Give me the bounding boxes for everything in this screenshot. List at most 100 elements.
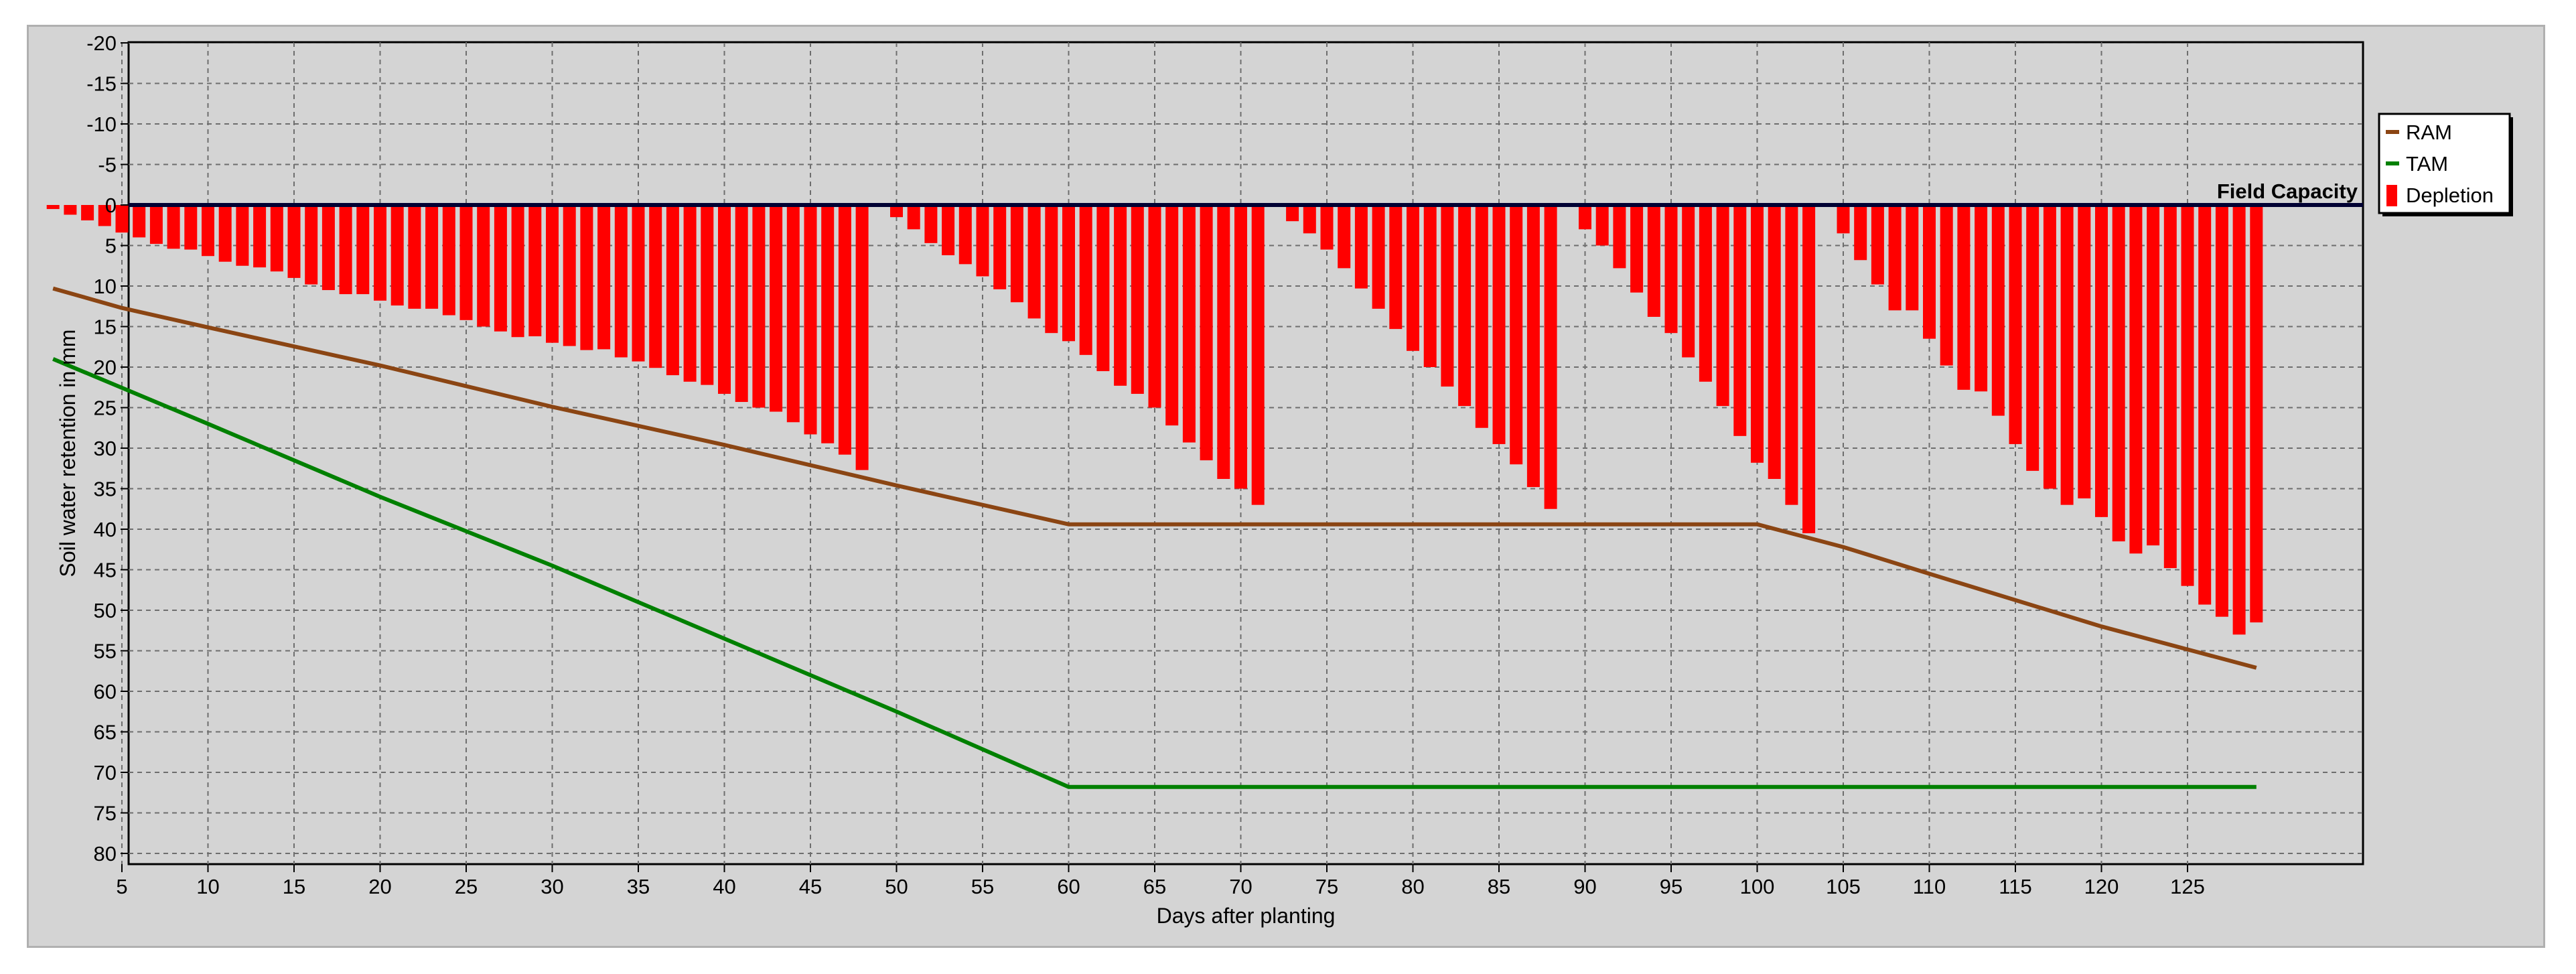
depletion-bar: [2060, 205, 2074, 505]
depletion-bar: [1630, 205, 1644, 293]
depletion-bar: [666, 205, 679, 376]
depletion-bar: [1217, 205, 1230, 479]
depletion-bar: [2198, 205, 2212, 605]
depletion-bar: [701, 205, 714, 385]
depletion-bar: [2181, 205, 2194, 586]
depletion-bar: [1423, 205, 1437, 367]
depletion-bar: [1768, 205, 1781, 479]
depletion-bar: [752, 205, 766, 408]
y-axis-title: Soil water retention in mm: [56, 330, 80, 577]
depletion-bar: [1888, 205, 1902, 311]
depletion-bar: [46, 205, 60, 210]
legend[interactable]: RAM TAM Depletion: [2378, 113, 2513, 216]
field-capacity-line: Field Capacity: [129, 180, 2363, 207]
depletion-bar: [408, 205, 421, 309]
depletion-bar: [2095, 205, 2108, 517]
depletion-bar: [511, 205, 524, 338]
x-tick-label: 60: [1057, 875, 1080, 898]
depletion-bar: [1682, 205, 1695, 358]
y-tick-label: 70: [94, 761, 117, 784]
depletion-bar: [958, 205, 972, 265]
depletion-bar: [1716, 205, 1729, 407]
y-tick-label: 25: [94, 397, 117, 420]
x-tick-label: 25: [455, 875, 478, 898]
x-tick-label: 45: [799, 875, 822, 898]
depletion-bar: [1096, 205, 1110, 372]
depletion-bar: [546, 205, 559, 343]
y-tick-label: -10: [86, 113, 117, 136]
y-tick-label: -15: [86, 72, 117, 96]
depletion-bar: [1458, 205, 1472, 407]
depletion-bar: [1114, 205, 1127, 386]
depletion-bar: [1871, 205, 1884, 285]
depletion-bar: [649, 205, 662, 368]
depletion-bar: [2112, 205, 2125, 542]
x-axis-title: Days after planting: [1157, 904, 1336, 928]
depletion-bar: [786, 205, 800, 423]
depletion-bar: [855, 205, 869, 470]
threshold-lines: [52, 286, 2257, 789]
depletion-bar: [1389, 205, 1403, 330]
depletion-bar: [718, 205, 731, 394]
legend-label: TAM: [2406, 152, 2448, 176]
depletion-bar: [202, 205, 214, 257]
depletion-bar: [1010, 205, 1023, 303]
depletion-bar: [1544, 205, 1557, 509]
depletion-bar: [477, 205, 490, 327]
depletion-bar: [2163, 205, 2177, 569]
x-tick-label: 5: [116, 875, 127, 898]
depletion-bar: [425, 205, 439, 309]
depletion-bar: [821, 205, 835, 443]
x-tick-label: 35: [627, 875, 650, 898]
depletion-bar: [614, 205, 628, 358]
depletion-bar: [1510, 205, 1523, 465]
x-tick-label: 125: [2170, 875, 2205, 898]
depletion-bar: [1251, 205, 1265, 505]
depletion-bar: [1785, 205, 1798, 505]
depletion-bar: [459, 205, 473, 320]
y-tick-label: 35: [94, 478, 117, 501]
axes: -20 -15 -10 -5 0 5 10 15 20 25 30 35 40 45 50 55 60 65 70 7…: [56, 31, 2205, 928]
y-tick-label: -5: [98, 153, 117, 177]
depletion-bar: [1062, 205, 1075, 342]
y-tick-label: 60: [94, 680, 117, 703]
depletion-bar: [942, 205, 955, 256]
depletion-bar: [1200, 205, 1213, 461]
depletion-bar: [1182, 205, 1196, 443]
depletion-bar: [1802, 205, 1816, 534]
depletion-bar: [597, 205, 611, 350]
y-tick-label: 30: [94, 437, 117, 460]
x-tick-label: 75: [1315, 875, 1338, 898]
depletion-bar: [632, 205, 645, 362]
depletion-bar: [1320, 205, 1334, 250]
x-tick-label: 115: [1999, 875, 2031, 898]
depletion-bar: [1148, 205, 1161, 408]
depletion-bar: [528, 205, 542, 337]
y-tick-label: 10: [94, 275, 117, 298]
y-tick-label: 45: [94, 559, 117, 582]
y-tick-label: -20: [86, 31, 117, 55]
depletion-bar: [1234, 205, 1247, 489]
depletion-bar: [2147, 205, 2160, 546]
depletion-bar: [1079, 205, 1092, 355]
y-tick-label: 55: [94, 640, 117, 663]
ram-line: [52, 286, 2257, 670]
depletion-bar: [1354, 205, 1368, 289]
x-tick-label: 85: [1488, 875, 1510, 898]
depletion-bar: [374, 205, 386, 301]
depletion-bar: [1475, 205, 1488, 428]
depletion-bar: [1045, 205, 1058, 334]
depletion-bar: [1338, 205, 1351, 269]
depletion-bar: [1441, 205, 1454, 387]
grid: [121, 42, 2363, 864]
x-tick-label: 15: [283, 875, 305, 898]
depletion-bar: [993, 205, 1007, 289]
depletion-bar: [1906, 205, 1919, 311]
x-tick-label: 30: [541, 875, 563, 898]
x-tick-label: 105: [1826, 875, 1861, 898]
y-tick-label: 15: [94, 316, 117, 339]
depletion-bar: [2009, 205, 2022, 444]
depletion-bar: [770, 205, 783, 412]
y-tick-label: 0: [105, 194, 117, 217]
x-tick-label: 40: [713, 875, 735, 898]
